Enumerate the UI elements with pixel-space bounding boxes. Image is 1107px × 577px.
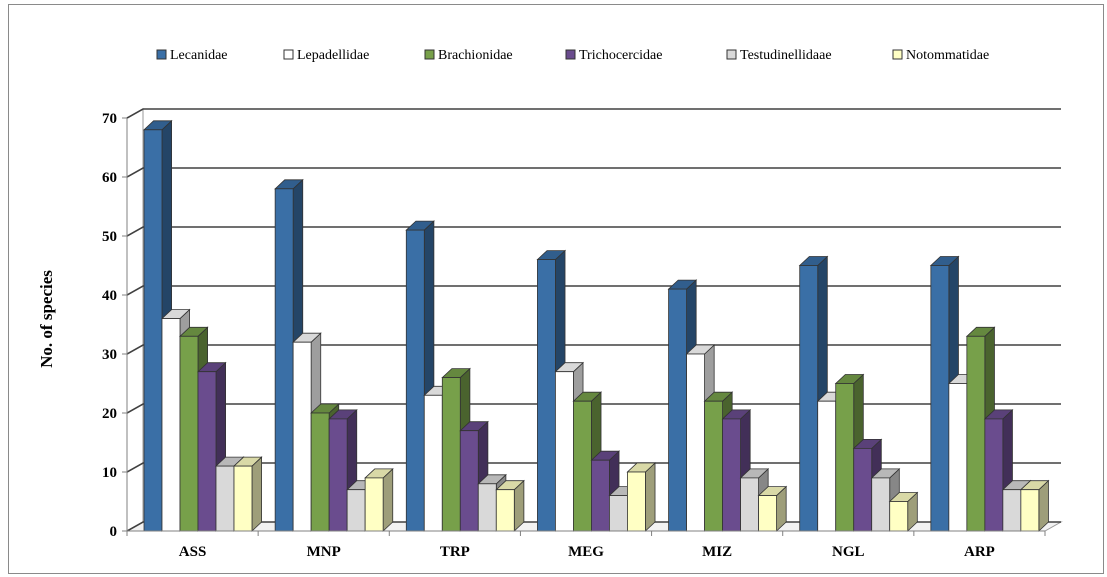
gridlines [126,108,1061,532]
legend-entry: Testudinellidaae [726,48,832,63]
legend-swatch [283,49,294,60]
legend-entry: Lecanidae [156,48,228,63]
y-tick-label: 10 [102,465,117,481]
bar [232,456,263,532]
bar [495,479,525,532]
x-category-label: MIZ [702,544,732,560]
bar [364,467,394,532]
legend-entry: Brachionidae [424,48,513,63]
y-tick-label: 70 [102,111,117,127]
bar [1019,479,1050,532]
y-tick-label: 20 [102,406,117,422]
x-category-label: MEG [568,544,604,560]
legend-label: Testudinellidaae [740,48,832,63]
gridline [126,167,1061,178]
legend-label: Notommatidae [906,48,989,63]
y-tick-labels: 0 10 20 30 40 50 60 70 [102,111,117,540]
bar [888,491,919,532]
chart-frame [8,4,1104,574]
legend-swatch [424,49,435,60]
gridline [126,285,1061,296]
x-category-label: MNP [307,544,341,560]
legend-swatch [892,49,903,60]
legend: Lecanidae Lepadellidae Brachionidae Trichoc… [156,48,989,63]
legend-label: Trichocercidae [579,48,662,63]
legend-entry: Trichocercidae [565,48,662,63]
bar [757,485,788,532]
legend-label: Lepadellidae [297,48,369,63]
y-tick-label: 40 [102,288,117,304]
bar [626,462,657,532]
x-category-label: ASS [179,544,207,560]
y-tick-label: 0 [110,524,118,540]
bars [142,119,1050,532]
legend-entry: Notommatidae [892,48,989,63]
y-tick-label: 60 [102,170,117,186]
legend-label: Lecanidae [170,48,228,63]
gridline [126,108,1061,119]
gridline [126,403,1061,414]
legend-swatch [565,49,576,60]
gridline [126,462,1061,473]
y-axis-title: No. of species [37,270,56,368]
gridline [126,344,1061,355]
x-category-label: ARP [964,544,995,560]
legend-entry: Lepadellidae [283,48,369,63]
y-tick-label: 30 [102,347,117,363]
legend-label: Brachionidae [438,48,513,63]
axes [122,117,1046,536]
x-category-labels: ASS MNP TRP MEG MIZ NGL ARP [179,544,995,560]
y-tick-label: 50 [102,229,117,245]
legend-swatch [726,49,737,60]
legend-swatch [156,49,167,60]
x-category-label: TRP [440,544,470,560]
bar [721,408,752,532]
x-category-label: NGL [832,544,865,560]
gridline [126,226,1061,237]
